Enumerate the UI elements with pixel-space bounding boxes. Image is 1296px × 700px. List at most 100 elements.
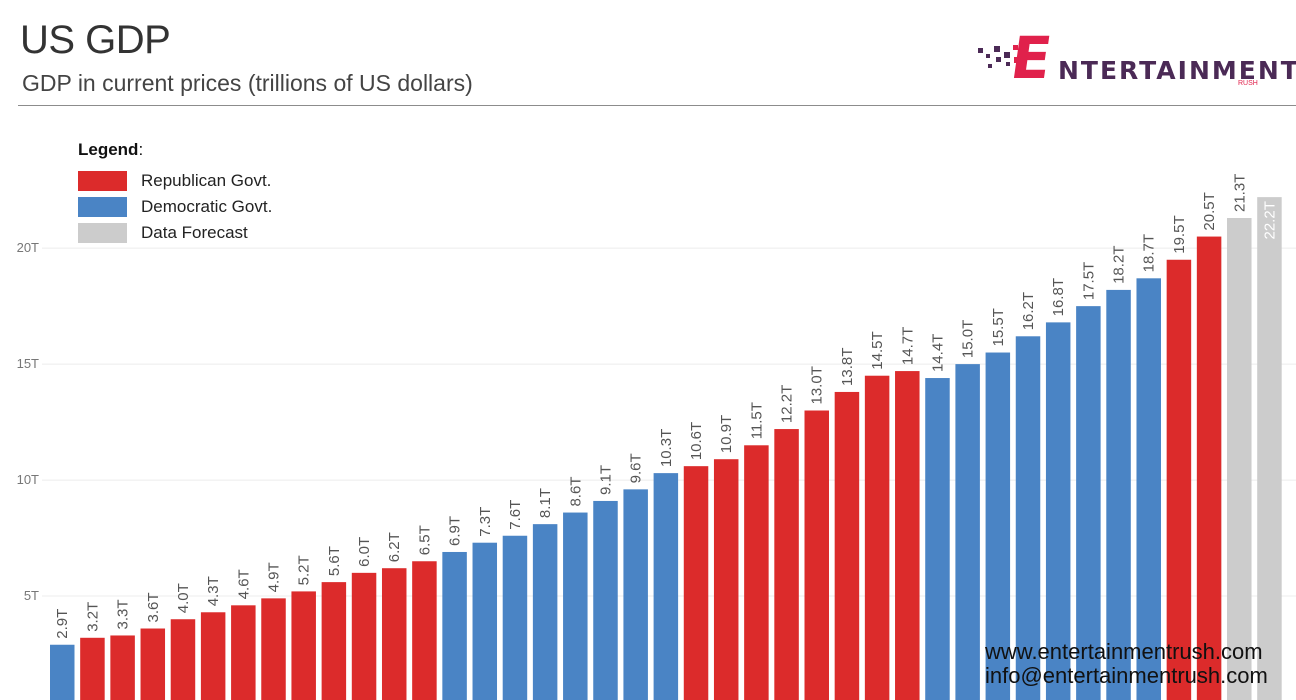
legend-swatch-democratic — [78, 197, 127, 217]
bar-value-label: 17.5T — [1080, 262, 1097, 300]
bar-democratic — [623, 489, 648, 700]
bar-republican — [1166, 259, 1192, 700]
bar-democratic — [925, 378, 950, 700]
bar-forecast — [1227, 218, 1252, 700]
bar-value-label: 4.6T — [235, 569, 252, 599]
bar-value-label: 7.6T — [507, 500, 524, 530]
bar-value-label: 8.1T — [537, 488, 554, 518]
bar-value-label: 4.0T — [175, 583, 192, 613]
brand-logo: E NTERTAINMENT RUSH — [972, 24, 1296, 92]
legend-title: Legend: — [78, 140, 144, 159]
bar-value-label: 18.7T — [1141, 234, 1158, 272]
bar-democratic — [532, 524, 558, 700]
legend-label: Democratic Govt. — [141, 197, 273, 216]
bar-forecast — [1257, 197, 1282, 700]
logo-mark-icon: E — [978, 24, 1056, 92]
logo-tagline: RUSH — [1238, 80, 1258, 87]
bar-value-label: 20.5T — [1201, 192, 1218, 230]
bar-value-label: 3.3T — [115, 599, 132, 629]
header-divider — [18, 105, 1296, 106]
bar-democratic — [1076, 306, 1101, 700]
bar-democratic — [1015, 336, 1041, 700]
bar-republican — [864, 375, 890, 700]
bar-value-label: 16.8T — [1050, 278, 1067, 316]
bar-republican — [683, 466, 709, 700]
bar-democratic — [472, 542, 498, 700]
bar-democratic — [1106, 289, 1131, 700]
bar-republican — [774, 429, 799, 700]
bar-value-label: 4.3T — [205, 576, 222, 606]
bar-value-label: 5.2T — [296, 555, 313, 585]
bar-value-label: 4.9T — [266, 562, 283, 592]
bar-value-label: 6.2T — [386, 532, 403, 562]
legend-swatch-forecast — [78, 223, 127, 243]
bar-value-label: 9.6T — [628, 453, 645, 483]
bar-republican — [412, 561, 437, 700]
bar-value-label: 22.2T — [1261, 201, 1278, 239]
bar-value-label: 3.6T — [145, 592, 162, 622]
bar-republican — [291, 591, 316, 700]
bar-value-label: 6.5T — [416, 525, 433, 555]
bar-value-label: 6.9T — [447, 516, 464, 546]
watermark-website: www.entertainmentrush.com — [985, 639, 1263, 664]
legend: Legend: Republican Govt. Democratic Govt… — [78, 140, 338, 250]
y-tick-label: 15T — [17, 356, 39, 371]
bar-republican — [200, 612, 226, 700]
bar-democratic — [502, 535, 528, 700]
bar-republican — [261, 598, 286, 700]
bar-democratic — [593, 500, 618, 700]
bar-republican — [895, 371, 920, 700]
bars — [50, 197, 1282, 700]
bar-republican — [744, 445, 769, 700]
bar-value-label: 15.5T — [990, 308, 1007, 346]
legend-label: Republican Govt. — [141, 171, 272, 190]
logo-letter: E — [1007, 26, 1056, 90]
legend-swatch-republican — [78, 171, 127, 191]
y-tick-label: 5T — [24, 588, 39, 603]
bar-democratic — [653, 473, 679, 700]
bar-value-label: 10.6T — [688, 422, 705, 460]
bar-value-label: 12.2T — [779, 385, 796, 423]
bar-democratic — [1045, 322, 1071, 700]
bar-value-label: 13.8T — [839, 348, 856, 386]
bar-value-label: 9.1T — [597, 465, 614, 495]
bar-value-label: 21.3T — [1231, 174, 1248, 212]
bar-value-label: 2.9T — [54, 609, 71, 639]
bar-value-label: 13.0T — [809, 366, 826, 404]
bar-republican — [231, 605, 256, 700]
bar-value-label: 14.5T — [869, 331, 886, 369]
bar-republican — [381, 568, 407, 700]
bar-value-label: 14.4T — [929, 334, 946, 372]
bar-democratic — [442, 551, 467, 700]
bar-republican — [834, 391, 860, 700]
bar-labels: 2.9T 3.2T 3.3T 3.6T 4.0T 4.3T 4.6T 4.9T 5.2T 5.6T… — [54, 174, 1278, 639]
bar-republican — [713, 459, 739, 700]
bar-republican — [321, 582, 347, 700]
bar-republican — [804, 410, 829, 700]
bar-democratic — [985, 352, 1011, 700]
legend-label: Data Forecast — [141, 223, 248, 242]
bar-value-label: 7.3T — [477, 507, 494, 537]
bar-republican — [140, 628, 166, 700]
bar-value-label: 15.0T — [960, 320, 977, 358]
bar-republican — [170, 619, 196, 700]
bar-democratic — [50, 644, 75, 700]
bar-republican — [110, 635, 135, 700]
logo-name: NTERTAINMENT — [1058, 56, 1296, 85]
bar-value-label: 18.2T — [1111, 246, 1128, 284]
bar-value-label: 6.0T — [356, 537, 373, 567]
bar-value-label: 10.3T — [658, 429, 675, 467]
bar-value-label: 8.6T — [567, 477, 584, 507]
y-tick-label: 10T — [17, 472, 39, 487]
bar-republican — [1196, 236, 1222, 700]
watermark-email: info@entertainmentrush.com — [985, 663, 1268, 688]
bar-value-label: 16.2T — [1020, 292, 1037, 330]
bar-republican — [351, 572, 377, 700]
bar-democratic — [563, 512, 588, 700]
bar-value-label: 10.9T — [718, 415, 735, 453]
bar-value-label: 11.5T — [748, 402, 765, 439]
page-subtitle: GDP in current prices (trillions of US d… — [22, 70, 473, 96]
bar-value-label: 19.5T — [1171, 215, 1188, 253]
bar-democratic — [1136, 278, 1161, 700]
